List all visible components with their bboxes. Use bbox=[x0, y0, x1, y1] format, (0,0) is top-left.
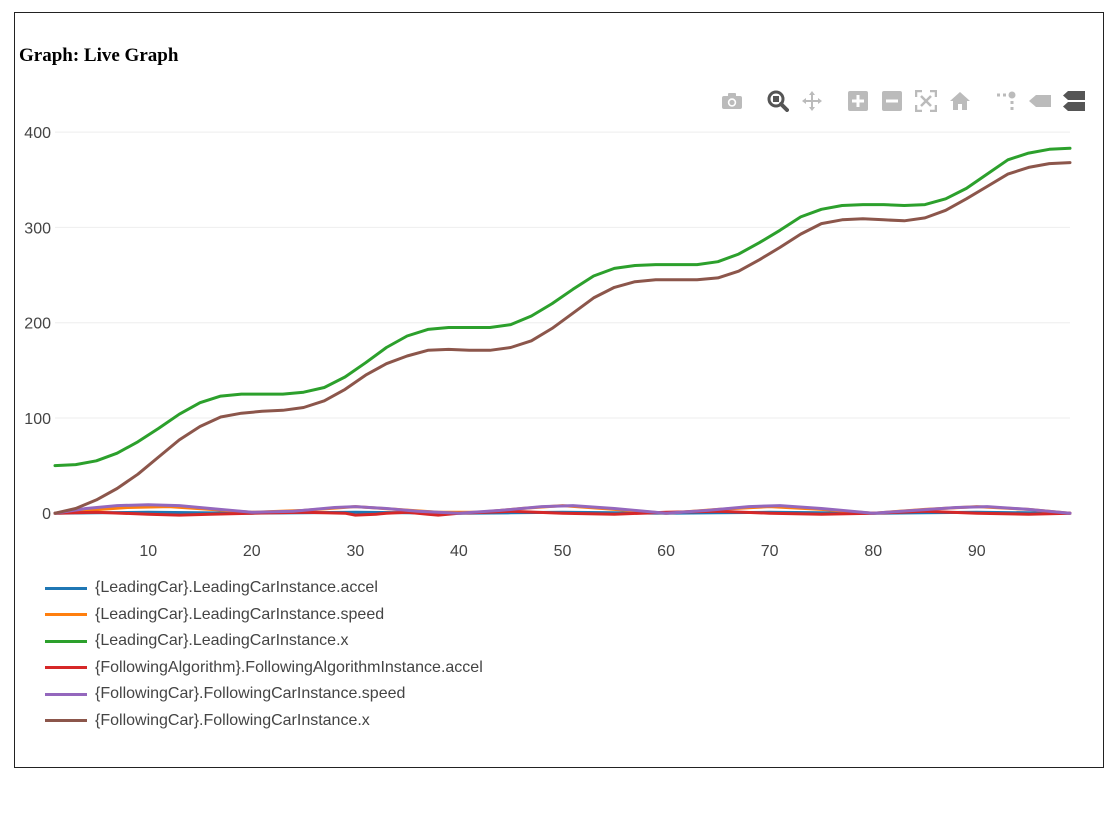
autoscale-icon bbox=[915, 90, 937, 112]
y-tick-labels: 0 100 200 300 400 bbox=[24, 125, 51, 523]
toggle-spikelines-icon bbox=[995, 90, 1017, 112]
legend-label: {LeadingCar}.LeadingCarInstance.x bbox=[95, 632, 349, 650]
x-tick-label: 10 bbox=[139, 543, 157, 560]
hover-compare-icon bbox=[1062, 90, 1086, 112]
legend-swatch bbox=[45, 692, 87, 696]
legend-item[interactable]: {LeadingCar}.LeadingCarInstance.speed bbox=[45, 602, 483, 629]
x-tick-label: 80 bbox=[864, 543, 882, 560]
zoom-in-icon bbox=[848, 91, 868, 111]
x-tick-label: 60 bbox=[657, 543, 675, 560]
legend-item[interactable]: {FollowingCar}.FollowingCarInstance.spee… bbox=[45, 681, 483, 708]
legend: {LeadingCar}.LeadingCarInstance.accel {Le… bbox=[45, 575, 483, 734]
modebar bbox=[718, 86, 1094, 116]
y-tick-label: 400 bbox=[24, 125, 51, 142]
legend-label: {LeadingCar}.LeadingCarInstance.speed bbox=[95, 605, 385, 623]
reset-axes-button[interactable] bbox=[946, 87, 974, 115]
graph-panel: Graph: Live Graph bbox=[14, 12, 1104, 768]
x-tick-label: 20 bbox=[243, 543, 261, 560]
y-tick-label: 300 bbox=[24, 220, 51, 237]
legend-item[interactable]: {FollowingAlgorithm}.FollowingAlgorithmI… bbox=[45, 655, 483, 682]
legend-label: {FollowingCar}.FollowingCarInstance.x bbox=[95, 711, 370, 729]
autoscale-button[interactable] bbox=[912, 87, 940, 115]
zoom-in-button[interactable] bbox=[844, 87, 872, 115]
legend-label: {FollowingAlgorithm}.FollowingAlgorithmI… bbox=[95, 658, 483, 676]
zoom-icon bbox=[767, 90, 789, 112]
reset-axes-icon bbox=[949, 91, 971, 111]
hover-closest-icon bbox=[1028, 93, 1052, 109]
legend-item[interactable]: {FollowingCar}.FollowingCarInstance.x bbox=[45, 708, 483, 735]
camera-icon bbox=[721, 92, 743, 110]
legend-swatch bbox=[45, 586, 87, 590]
legend-swatch bbox=[45, 666, 87, 670]
gridlines bbox=[55, 131, 1070, 514]
legend-swatch bbox=[45, 719, 87, 723]
line-chart[interactable]: 0 100 200 300 400 10 20 30 40 50 60 70 80 90 bbox=[0, 0, 1120, 570]
x-tick-label: 70 bbox=[761, 543, 779, 560]
legend-swatch bbox=[45, 613, 87, 617]
series-lines bbox=[53, 146, 1072, 517]
legend-label: {FollowingCar}.FollowingCarInstance.spee… bbox=[95, 685, 406, 703]
x-tick-label: 30 bbox=[346, 543, 364, 560]
legend-item[interactable]: {LeadingCar}.LeadingCarInstance.accel bbox=[45, 575, 483, 602]
x-tick-label: 90 bbox=[968, 543, 986, 560]
toggle-spikelines-button[interactable] bbox=[992, 87, 1020, 115]
pan-button[interactable] bbox=[798, 87, 826, 115]
zoom-out-button[interactable] bbox=[878, 87, 906, 115]
graph-title: Graph: Live Graph bbox=[19, 45, 179, 66]
legend-swatch bbox=[45, 639, 87, 643]
series-line-3[interactable] bbox=[53, 146, 1072, 468]
series-line-4[interactable] bbox=[53, 509, 1072, 517]
y-tick-label: 200 bbox=[24, 316, 51, 333]
series-line-6[interactable] bbox=[53, 161, 1072, 515]
legend-item[interactable]: {LeadingCar}.LeadingCarInstance.x bbox=[45, 628, 483, 655]
x-tick-label: 50 bbox=[554, 543, 572, 560]
zoom-out-icon bbox=[882, 91, 902, 111]
y-tick-label: 100 bbox=[24, 411, 51, 428]
pan-icon bbox=[801, 90, 823, 112]
zoom-button[interactable] bbox=[764, 87, 792, 115]
y-tick-label: 0 bbox=[42, 506, 51, 523]
camera-button[interactable] bbox=[718, 87, 746, 115]
x-tick-label: 40 bbox=[450, 543, 468, 560]
series-line-5[interactable] bbox=[53, 503, 1072, 515]
legend-label: {LeadingCar}.LeadingCarInstance.accel bbox=[95, 579, 378, 597]
hover-compare-button[interactable] bbox=[1060, 87, 1088, 115]
hover-closest-button[interactable] bbox=[1026, 87, 1054, 115]
x-tick-labels: 10 20 30 40 50 60 70 80 90 bbox=[139, 543, 985, 560]
